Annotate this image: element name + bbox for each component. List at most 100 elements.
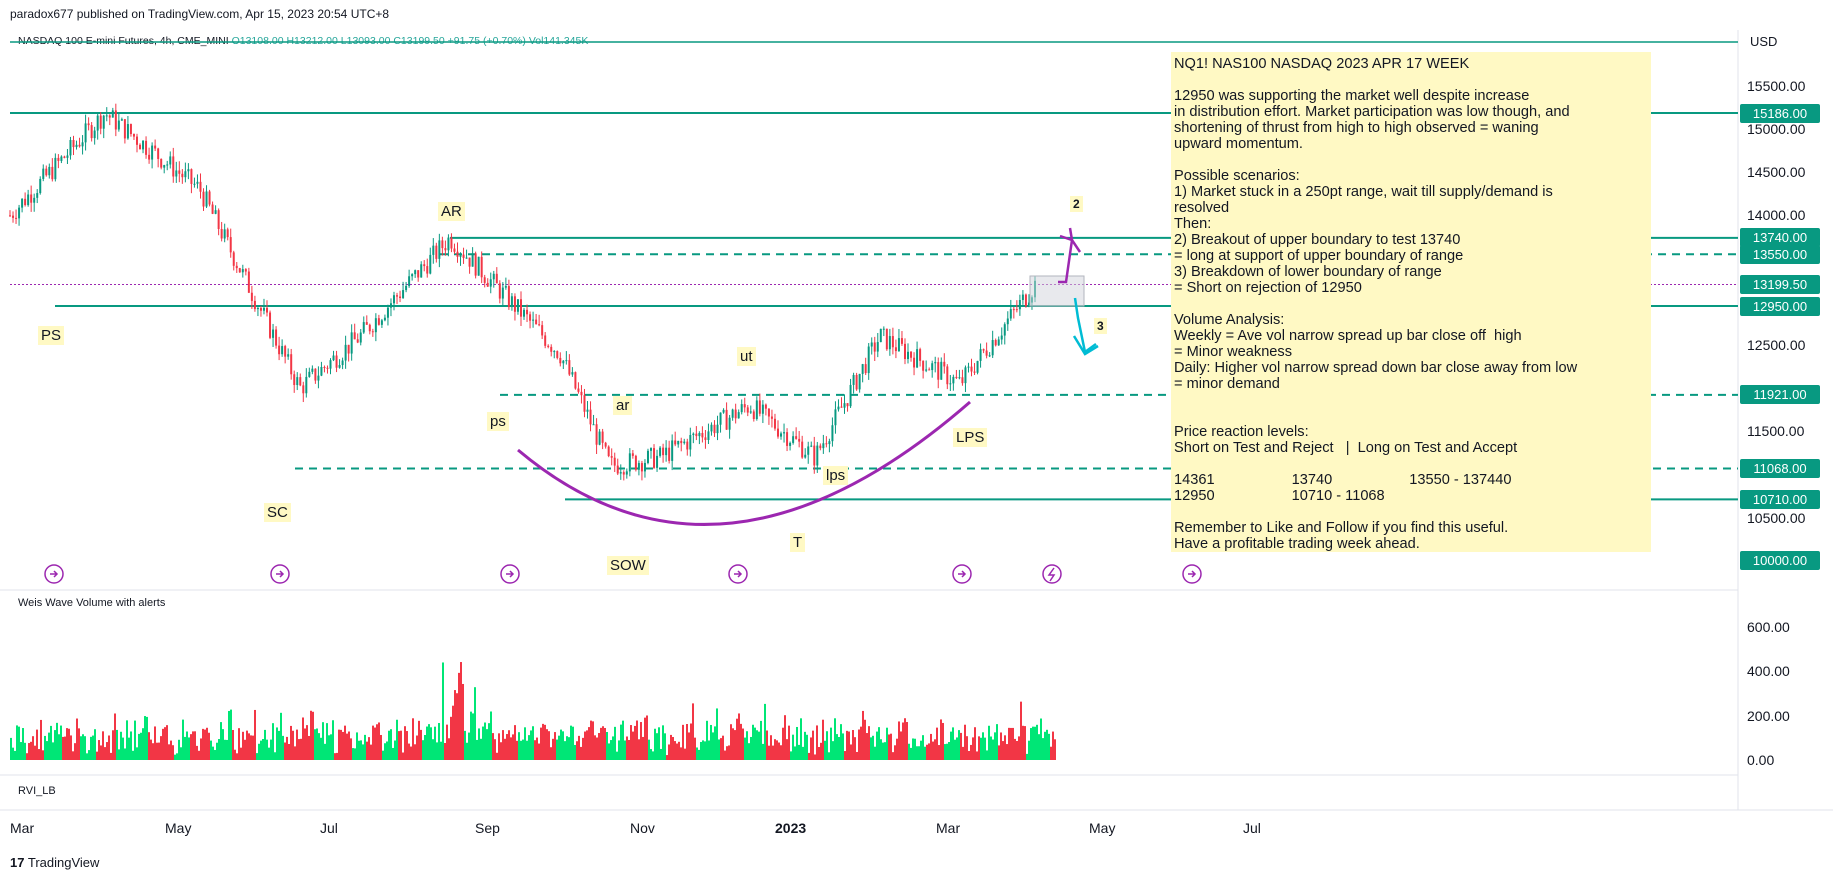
wyckoff-label[interactable]: SC bbox=[264, 503, 291, 522]
volume-bar bbox=[1054, 739, 1056, 760]
volume-bar bbox=[208, 732, 210, 760]
volume-bar bbox=[710, 724, 712, 760]
ohlc-low: L13093.00 bbox=[340, 35, 391, 47]
note-line: 12950 was supporting the market well des… bbox=[1174, 88, 1530, 104]
candle-body bbox=[190, 169, 193, 184]
volume-bar bbox=[332, 720, 334, 760]
lightning-marker-icon[interactable] bbox=[1042, 564, 1062, 584]
lightning-glyph bbox=[1047, 567, 1056, 582]
wyckoff-label[interactable]: 2 bbox=[1070, 196, 1083, 212]
candle-body bbox=[217, 210, 220, 229]
candle-body bbox=[583, 395, 586, 412]
volume-bar bbox=[456, 693, 458, 760]
volume-bar bbox=[972, 737, 974, 760]
volume-bar bbox=[1032, 726, 1034, 760]
volume-bar bbox=[1022, 725, 1024, 760]
volume-bar bbox=[322, 722, 324, 760]
wyckoff-label[interactable]: PS bbox=[38, 326, 65, 345]
wyckoff-label[interactable]: 3 bbox=[1094, 318, 1107, 334]
candle-body bbox=[516, 299, 519, 312]
candle-body bbox=[619, 472, 622, 474]
candle-body bbox=[1021, 294, 1024, 301]
candle-body bbox=[740, 404, 743, 413]
volume-bar bbox=[344, 725, 346, 760]
volume-bar bbox=[548, 731, 550, 760]
candle-body bbox=[876, 342, 879, 352]
volume-bar bbox=[732, 728, 734, 760]
candle-body bbox=[238, 268, 241, 273]
candle-body bbox=[33, 197, 36, 203]
volume-bar bbox=[754, 727, 756, 760]
volume-indicator-title[interactable]: Weis Wave Volume with alerts bbox=[18, 597, 166, 609]
tradingview-footer[interactable]: 17 TradingView bbox=[10, 855, 99, 870]
rvi-indicator-title[interactable]: RVI_LB bbox=[18, 785, 56, 797]
wyckoff-label[interactable]: SOW bbox=[607, 556, 649, 575]
candle-body bbox=[299, 377, 302, 386]
wyckoff-label[interactable]: AR bbox=[438, 202, 465, 221]
wyckoff-label[interactable]: lps bbox=[823, 466, 849, 485]
candle-body bbox=[18, 207, 21, 219]
candle-body bbox=[553, 351, 556, 353]
volume-bar bbox=[1004, 735, 1006, 760]
wyckoff-label[interactable]: T bbox=[790, 533, 806, 552]
rounding-bottom-arc[interactable] bbox=[517, 400, 971, 526]
candle-body bbox=[15, 217, 18, 219]
volume-bar bbox=[142, 728, 144, 760]
wyckoff-label[interactable]: LPS bbox=[953, 428, 988, 447]
candle-body bbox=[625, 471, 628, 475]
candle-body bbox=[145, 140, 148, 155]
candle-body bbox=[622, 472, 625, 475]
volume-bar bbox=[486, 729, 488, 760]
candle-body bbox=[148, 154, 151, 160]
candle-body bbox=[229, 237, 232, 253]
candle-body bbox=[997, 339, 1000, 346]
candle-body bbox=[347, 344, 350, 354]
volume-bar bbox=[702, 740, 704, 760]
candle-body bbox=[743, 404, 746, 408]
volume-bar bbox=[940, 719, 942, 760]
volume-bar bbox=[514, 725, 516, 760]
volume-bar bbox=[356, 732, 358, 760]
currency-label[interactable]: USD bbox=[1750, 34, 1778, 49]
candle-body bbox=[776, 428, 779, 437]
candle-body bbox=[284, 346, 287, 357]
candle-body bbox=[45, 168, 48, 176]
candle-body bbox=[807, 446, 810, 455]
volume-bar bbox=[584, 731, 586, 760]
candle-body bbox=[214, 210, 217, 214]
volume-bar bbox=[560, 729, 562, 760]
volume-bar bbox=[328, 735, 330, 760]
volume-bar bbox=[524, 727, 526, 760]
wyckoff-label[interactable]: ps bbox=[487, 412, 509, 431]
candle-body bbox=[604, 442, 607, 447]
volume-bar bbox=[278, 730, 280, 760]
analysis-note[interactable]: NQ1! NAS100 NASDAQ 2023 APR 17 WEEK 12950… bbox=[1171, 52, 1651, 552]
wyckoff-label[interactable]: ut bbox=[737, 347, 756, 366]
volume-bar bbox=[742, 728, 744, 760]
volume-bar bbox=[284, 742, 286, 760]
volume-bar bbox=[892, 752, 894, 760]
volume-bar bbox=[942, 722, 944, 760]
volume-bar bbox=[696, 747, 698, 760]
wyckoff-label[interactable]: ar bbox=[613, 396, 633, 415]
volume-bar bbox=[706, 720, 708, 760]
volume-bar bbox=[268, 747, 270, 760]
candle-body bbox=[538, 324, 541, 326]
volume-bar bbox=[150, 739, 152, 760]
volume-bar bbox=[810, 737, 812, 760]
volume-bar bbox=[554, 732, 556, 760]
volume-bar bbox=[202, 728, 204, 760]
volume-bar bbox=[700, 741, 702, 760]
volume-bar bbox=[926, 744, 928, 760]
volume-bar bbox=[762, 743, 764, 760]
candle-body bbox=[166, 164, 169, 166]
candle-body bbox=[72, 140, 75, 148]
volume-bar bbox=[48, 732, 50, 760]
candle-body bbox=[894, 347, 897, 352]
volume-bar bbox=[912, 738, 914, 760]
volume-bar bbox=[168, 744, 170, 760]
scenario-3-arrow[interactable] bbox=[1073, 297, 1097, 355]
candle-body bbox=[78, 144, 81, 147]
candle-body bbox=[704, 437, 707, 440]
scenario-2-arrow[interactable] bbox=[1058, 236, 1082, 284]
